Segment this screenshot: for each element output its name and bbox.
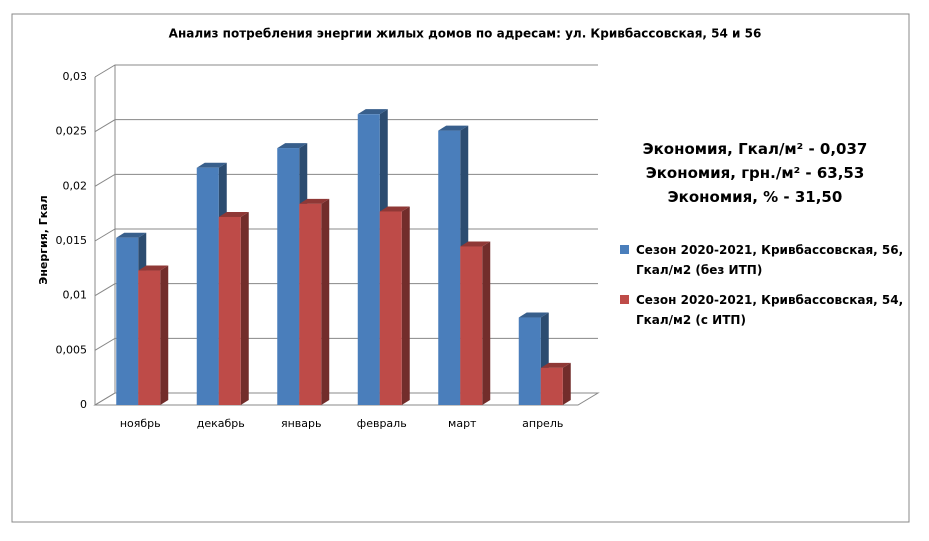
bar-top <box>116 232 147 238</box>
grid-line <box>94 337 598 351</box>
bar-side <box>482 241 491 405</box>
y-tick-label: 0,025 <box>56 125 88 138</box>
bar-top <box>218 211 249 217</box>
bar <box>460 246 483 405</box>
x-tick-label: ноябрь <box>120 417 161 430</box>
y-axis-label: Энергия, Гкал <box>37 195 50 285</box>
bar-side <box>240 211 249 405</box>
legend-item: Сезон 2020-2021, Кривбассовская, 54, Гка… <box>620 290 921 330</box>
bar <box>116 237 139 405</box>
legend-swatch <box>620 245 629 254</box>
x-tick-label: декабрь <box>197 417 245 430</box>
grid-line <box>94 64 598 78</box>
bar-top <box>518 312 549 318</box>
y-tick-label: 0,03 <box>63 70 88 83</box>
bar-top <box>540 362 571 368</box>
y-tick-label: 0,005 <box>56 343 88 356</box>
grid-line <box>94 392 598 406</box>
bar <box>379 211 402 405</box>
chart-title: Анализ потребления энергии жилых домов п… <box>169 27 762 41</box>
bar-top <box>299 198 330 204</box>
grid-line <box>94 119 598 133</box>
legend-label: Сезон 2020-2021, Кривбассовская, 56, Гка… <box>636 243 904 277</box>
bar-side <box>160 265 169 405</box>
bar-top <box>438 125 469 131</box>
y-tick-label: 0,02 <box>63 179 88 192</box>
bar <box>518 317 541 405</box>
grid-line <box>94 173 598 187</box>
bar <box>277 148 300 406</box>
bar <box>138 270 161 405</box>
grid-line <box>94 228 598 242</box>
bar-side <box>401 206 410 405</box>
y-tick-label: 0,015 <box>56 234 88 247</box>
bar-top <box>357 109 388 115</box>
y-tick-label: 0 <box>80 398 87 411</box>
bar <box>540 367 563 405</box>
bar <box>357 114 380 405</box>
x-tick-label: январь <box>281 417 322 430</box>
x-tick-label: март <box>448 417 477 430</box>
annotation: Экономия, Гкал/м² - 0,037 <box>642 140 868 158</box>
x-tick-label: апрель <box>522 417 563 430</box>
bar-top <box>460 241 491 247</box>
x-tick-label: февраль <box>357 417 407 430</box>
legend-label: Сезон 2020-2021, Кривбассовская, 54, Гка… <box>636 293 904 327</box>
legend-item: Сезон 2020-2021, Кривбассовская, 56, Гка… <box>620 240 921 280</box>
annotation: Экономия, грн./м² - 63,53 <box>645 164 865 182</box>
bar-side <box>562 362 571 405</box>
bar <box>218 216 241 405</box>
legend-swatch <box>620 295 629 304</box>
bar-top <box>277 143 308 149</box>
bar-top <box>379 206 410 212</box>
annotation: Экономия, % - 31,50 <box>667 188 843 206</box>
bar-top <box>138 265 169 271</box>
bar-side <box>321 198 330 405</box>
bar <box>299 203 322 405</box>
bar-top <box>196 162 227 168</box>
bar <box>438 130 461 405</box>
grid-line <box>94 283 598 297</box>
bar <box>196 167 219 405</box>
y-tick-label: 0,01 <box>63 289 88 302</box>
